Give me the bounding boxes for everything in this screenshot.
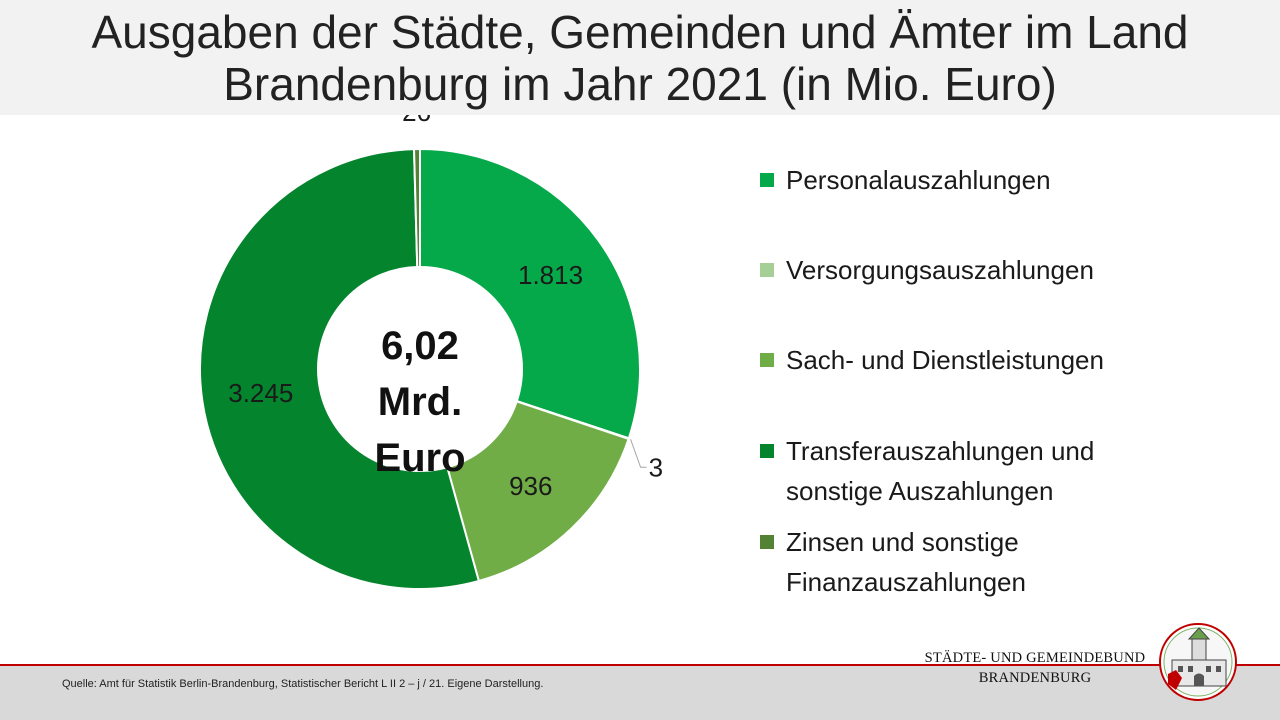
chart-title: Ausgaben der Städte, Gemeinden und Ämter… [0,6,1280,110]
legend-label: Versorgungsauszahlungen [786,255,1094,285]
legend-item-zinsen: Zinsen und sonstige Finanzauszahlungen [760,522,1026,602]
title-band [0,0,1280,115]
center-label-line-1: 6,02 [381,324,459,368]
legend-swatch [760,353,774,367]
source-note: Quelle: Amt für Statistik Berlin-Branden… [62,678,544,690]
value-label: 936 [509,471,552,501]
slice-personal [419,147,641,440]
footer-band [0,666,1280,720]
center-label-line-3: Euro [374,436,465,480]
legend-swatch [760,263,774,277]
value-label: 3 [649,452,663,482]
legend-label: Personalauszahlungen [786,165,1051,195]
organization-logo-icon [1159,623,1237,701]
slice-transfer [199,148,481,590]
slice-sach [446,400,630,583]
organization-name: STÄDTE- UND GEMEINDEBUND BRANDENBURG [912,648,1158,688]
legend-swatch [760,535,774,549]
value-label: 3.245 [228,378,293,408]
leader-line-versorgung [630,439,647,468]
value-labels: 1.813 3 936 3.245 26 [228,115,663,501]
legend-swatch [760,444,774,458]
chart-title-line-1: Ausgaben der Städte, Gemeinden und Ämter… [91,6,1189,58]
slice-zinsen [413,147,421,269]
value-label: 1.813 [518,260,583,290]
organization-name-line-1: STÄDTE- UND GEMEINDEBUND [924,650,1146,666]
legend-item-transfer: Transferauszahlungen und sonstige Auszah… [760,431,1094,511]
chart-title-line-2: Brandenburg im Jahr 2021 (in Mio. Euro) [223,58,1057,110]
value-label: 26 [402,115,431,127]
organization-name-line-2: BRANDENBURG [978,670,1092,686]
center-label: 6,02 Mrd. Euro [374,324,465,480]
donut-slices [199,147,641,590]
legend-item-sach: Sach- und Dienstleistungen [760,340,1104,380]
legend-label: Zinsen und sonstige Finanzauszahlungen [786,527,1026,597]
center-label-line-2: Mrd. [378,380,462,424]
legend-label: Sach- und Dienstleistungen [786,345,1104,375]
leader-lines [630,439,647,468]
legend-label: Transferauszahlungen und sonstige Auszah… [786,436,1095,506]
legend-swatch [760,173,774,187]
legend-item-personal: Personalauszahlungen [760,160,1051,200]
legend-item-versorgung: Versorgungsauszahlungen [760,250,1094,290]
donut-chart: 1.813 3 936 3.245 26 6,02 Mrd. Euro [199,115,663,590]
footer-divider [0,664,1280,666]
